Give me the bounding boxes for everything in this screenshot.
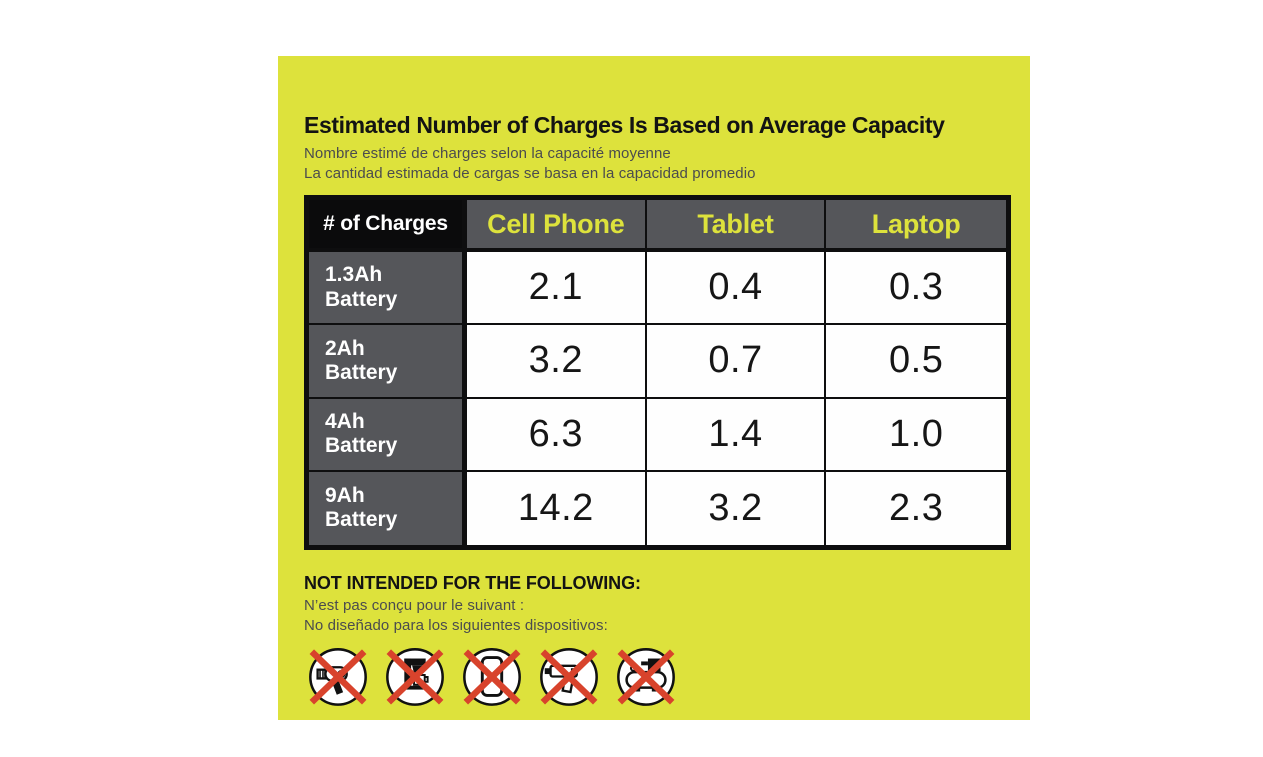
row-header-9ah-battery: 9Ah Battery	[309, 471, 467, 545]
no-hair-dryer-icon	[309, 648, 367, 706]
no-drill-icon	[540, 648, 598, 706]
subtitle-spanish: La cantidad estimada de cargas se basa e…	[304, 165, 756, 182]
not-intended-french: N’est pas conçu pour le suivant :	[304, 597, 525, 614]
cell-1-3ah-tablet: 0.4	[646, 252, 827, 326]
cell-2ah-laptop: 0.5	[826, 325, 1006, 399]
row-header-1-3ah-battery: 1.3Ah Battery	[309, 252, 467, 326]
charges-table: # of Charges Cell Phone Tablet Laptop 1.…	[304, 195, 1011, 550]
page-title: Estimated Number of Charges Is Based on …	[304, 112, 945, 138]
no-refrigerator-icon	[463, 648, 521, 706]
cell-4ah-cell-phone: 6.3	[467, 398, 647, 472]
not-intended-spanish: No diseñado para los siguientes disposit…	[304, 617, 608, 634]
not-intended-heading: NOT INTENDED FOR THE FOLLOWING:	[304, 573, 641, 593]
cell-2ah-tablet: 0.7	[646, 325, 827, 399]
column-header-laptop: Laptop	[826, 200, 1006, 252]
column-header-cell-phone: Cell Phone	[467, 200, 647, 252]
cell-2ah-cell-phone: 3.2	[467, 325, 647, 399]
prohibited-devices-row	[304, 643, 1004, 709]
not-intended-section: NOT INTENDED FOR THE FOLLOWING: N’est pa…	[304, 573, 1004, 634]
cell-4ah-tablet: 1.4	[646, 398, 827, 472]
cell-1-3ah-laptop: 0.3	[826, 252, 1006, 326]
row-header-2ah-battery: 2Ah Battery	[309, 325, 467, 399]
cell-9ah-tablet: 3.2	[646, 471, 827, 545]
battery-charges-infographic: Estimated Number of Charges Is Based on …	[278, 56, 1030, 720]
cell-9ah-cell-phone: 14.2	[467, 471, 647, 545]
no-air-compressor-icon	[617, 648, 675, 706]
cell-4ah-laptop: 1.0	[826, 398, 1006, 472]
column-header-tablet: Tablet	[646, 200, 827, 252]
cell-1-3ah-cell-phone: 2.1	[467, 252, 647, 326]
no-coffee-maker-icon	[386, 648, 444, 706]
cell-9ah-laptop: 2.3	[826, 471, 1006, 545]
row-header-4ah-battery: 4Ah Battery	[309, 398, 467, 472]
table-corner-header: # of Charges	[309, 200, 467, 252]
subtitle-french: Nombre estimé de charges selon la capaci…	[304, 145, 671, 162]
